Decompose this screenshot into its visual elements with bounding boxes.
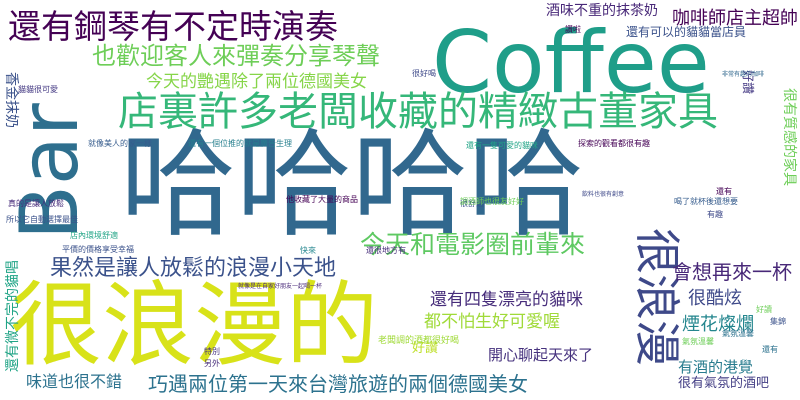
word: 就像是在自家好朋友一起喝一杯 <box>238 283 323 290</box>
word: 有趣 <box>707 210 723 219</box>
word: 煙花燦爛 <box>682 314 754 335</box>
word: 飲料也很有創意 <box>582 191 625 198</box>
word: 氣氛溫馨 <box>722 329 754 338</box>
word: 香金抹奶 <box>3 72 19 128</box>
word: 還有鋼琴有不定時演奏 <box>8 7 338 46</box>
word: 所以它自動選擇最佳 <box>6 215 78 224</box>
word: 調酒師也很友好好 <box>460 197 524 206</box>
word: 還有可以的貓貓當店員 <box>626 25 747 39</box>
word: 還有 <box>762 345 778 354</box>
word: 也歡迎客人來彈奏分享琴聲 <box>92 42 380 70</box>
word: 很浪漫的 <box>10 272 379 379</box>
word: 今天和電影圈前輩來 <box>360 230 586 259</box>
word: 探索的觀看都很有趣 <box>578 139 650 148</box>
word: 還有一個位推的就是廣告生理 <box>188 139 292 148</box>
word: 很好喝 <box>412 69 436 78</box>
word: 味道也很不錯 <box>26 372 123 391</box>
word: 還有微不完的貓唱 <box>5 260 21 372</box>
word: 哈哈哈哈 <box>120 118 584 253</box>
word: 還有 <box>716 187 732 196</box>
word: 另外 <box>204 359 220 368</box>
word: 平價的價格享受幸福 <box>62 245 134 254</box>
word: 老闆調的酒都很好喝 <box>378 336 460 346</box>
word: 很有氣氛的酒吧 <box>678 376 770 391</box>
word: 讚啦 <box>565 25 581 34</box>
word: 還有四隻漂亮的貓咪 <box>430 290 583 310</box>
word: 會想再來一杯 <box>672 260 792 284</box>
word: 特別 <box>204 347 220 356</box>
word: 還很地方有 <box>366 246 406 255</box>
word: 店裏許多老闆收藏的精緻古董家具 <box>118 89 718 135</box>
word: 就像美人的家一樣 <box>88 139 152 148</box>
word: 巧遇兩位第一天來台灣旅遊的兩個德國美女 <box>148 372 528 396</box>
word: 店內環境舒適 <box>70 231 118 240</box>
word: 有酒的港覺 <box>678 358 754 376</box>
word: 酒味不重的抹茶奶 <box>546 3 658 19</box>
word: 集錦 <box>770 317 786 326</box>
word: 氣氛溫馨 <box>682 337 714 346</box>
word: 咖啡師店主超帥 <box>672 8 798 29</box>
word: Coffee <box>432 13 710 113</box>
word: 很酷炫 <box>688 288 742 309</box>
word: 他收藏了大量的商品 <box>286 195 358 204</box>
word: 開心聊起天來了 <box>488 346 594 364</box>
word: 還有一隻可愛的貓咪 <box>466 141 538 150</box>
word: 今天的艷遇除了兩位德國美女 <box>146 72 367 92</box>
word: 貓貓很可愛 <box>18 85 58 94</box>
word: 很浪漫 <box>630 228 684 366</box>
word: 喝了就杯後還想要 <box>674 197 738 206</box>
word: 都不怕生好可愛喔 <box>424 312 560 332</box>
word: 很有質感的家具 <box>781 88 797 186</box>
word: 果然是讓人放鬆的浪漫小天地 <box>50 256 337 281</box>
word: 好讀 <box>756 305 772 314</box>
word: 非常有趣的咖啡 <box>722 71 765 78</box>
word: 好讚 <box>412 341 439 356</box>
word: 真的是讓人放鬆 <box>8 199 64 208</box>
word: 很舒適 <box>460 199 484 208</box>
word: 快來 <box>300 246 316 255</box>
